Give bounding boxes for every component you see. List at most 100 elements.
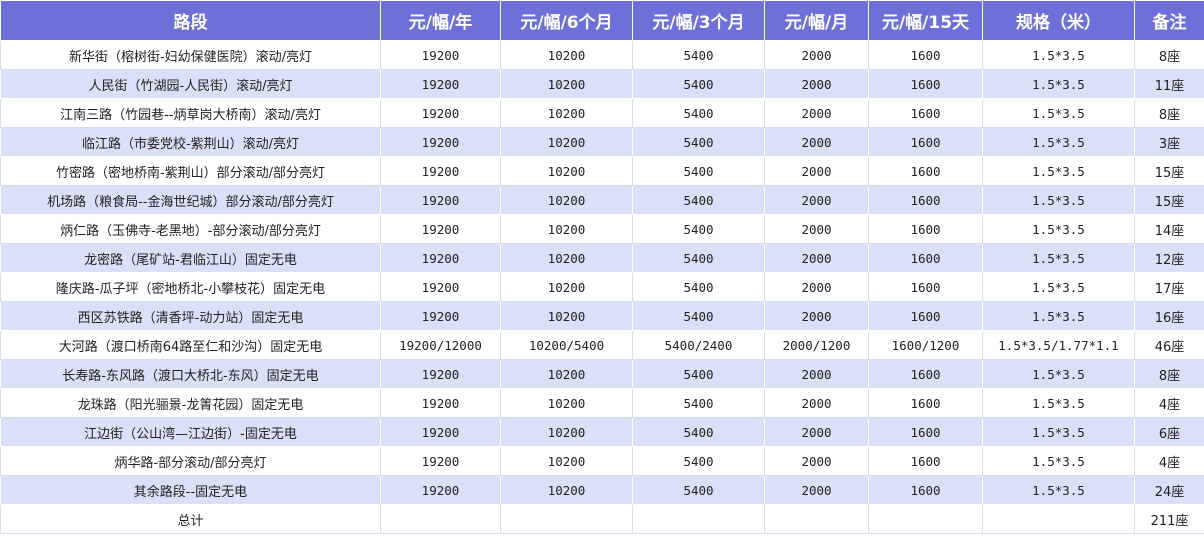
value-cell: 19200	[380, 214, 501, 244]
value-cell: 1600	[868, 272, 983, 302]
value-cell: 1.5*3.5	[982, 272, 1135, 302]
value-cell: 10200	[500, 127, 633, 157]
value-cell: 1600	[868, 301, 983, 331]
value-cell: 10200	[500, 69, 633, 99]
table-row: 机场路（粮食局--金海世纪城）部分滚动/部分亮灯 19200 10200 5400 20…	[0, 185, 1204, 215]
value-cell: 1600	[868, 156, 983, 186]
road-cell: 人民街（竹湖园-人民街）滚动/亮灯	[0, 69, 381, 99]
value-cell: 15座	[1134, 185, 1204, 215]
value-cell: 1600	[868, 214, 983, 244]
value-cell: 2000	[764, 69, 869, 99]
value-cell: 2000	[764, 475, 869, 505]
road-cell: 龙珠路（阳光骊景-龙箐花园）固定无电	[0, 388, 381, 418]
value-cell: 2000	[764, 301, 869, 331]
road-cell: 炳仁路（玉佛寺-老黑地）-部分滚动/部分亮灯	[0, 214, 381, 244]
value-cell: 19200	[380, 417, 501, 447]
header-cell: 元/幅/年	[380, 0, 501, 41]
value-cell: 19200	[380, 156, 501, 186]
value-cell: 5400	[632, 417, 765, 447]
value-cell: 1600	[868, 359, 983, 389]
value-cell: 10200	[500, 475, 633, 505]
value-cell: 1600	[868, 40, 983, 70]
table-row: 龙密路（尾矿站-君临江山）固定无电 19200 10200 5400 2000 1600 1…	[0, 243, 1204, 273]
road-cell: 其余路段--固定无电	[0, 475, 381, 505]
value-cell: 4座	[1134, 388, 1204, 418]
table-row: 隆庆路-瓜子坪（密地桥北-小攀枝花）固定无电 19200 10200 5400 2000…	[0, 272, 1204, 302]
value-cell: 2000	[764, 417, 869, 447]
value-cell: 19200	[380, 301, 501, 331]
value-cell: 2000	[764, 185, 869, 215]
value-cell: 1.5*3.5	[982, 388, 1135, 418]
value-cell: 1600	[868, 446, 983, 476]
value-cell: 19200	[380, 69, 501, 99]
value-cell: 12座	[1134, 243, 1204, 273]
table-row: 江边街（公山湾—江边街）-固定无电 19200 10200 5400 2000 1600 1…	[0, 417, 1204, 447]
road-cell: 隆庆路-瓜子坪（密地桥北-小攀枝花）固定无电	[0, 272, 381, 302]
value-cell: 5400	[632, 127, 765, 157]
value-cell: 6座	[1134, 417, 1204, 447]
empty-cell	[380, 504, 501, 534]
value-cell: 2000	[764, 127, 869, 157]
value-cell: 19200	[380, 127, 501, 157]
road-cell: 西区苏铁路（清香坪-动力站）固定无电	[0, 301, 381, 331]
value-cell: 1600	[868, 243, 983, 273]
header-cell: 规格（米）	[982, 0, 1135, 41]
value-cell: 19200	[380, 359, 501, 389]
value-cell: 2000	[764, 40, 869, 70]
value-cell: 5400	[632, 156, 765, 186]
value-cell: 10200	[500, 301, 633, 331]
empty-cell	[632, 504, 765, 534]
value-cell: 5400	[632, 272, 765, 302]
table-row: 炳仁路（玉佛寺-老黑地）-部分滚动/部分亮灯 19200 10200 5400 2000…	[0, 214, 1204, 244]
value-cell: 1.5*3.5	[982, 98, 1135, 128]
header-cell: 元/幅/月	[764, 0, 869, 41]
value-cell: 1.5*3.5	[982, 417, 1135, 447]
empty-cell	[500, 504, 633, 534]
value-cell: 2000	[764, 156, 869, 186]
value-cell: 5400	[632, 69, 765, 99]
table-row: 江南三路（竹园巷--炳草岗大桥南）滚动/亮灯 19200 10200 5400 2000…	[0, 98, 1204, 128]
value-cell: 16座	[1134, 301, 1204, 331]
table-row: 其余路段--固定无电 19200 10200 5400 2000 1600 1.5*3.5 2…	[0, 475, 1204, 505]
value-cell: 1600	[868, 185, 983, 215]
value-cell: 1.5*3.5/1.77*1.1	[982, 330, 1135, 360]
table-row: 竹密路（密地桥南-紫荆山）部分滚动/部分亮灯 19200 10200 5400 2000…	[0, 156, 1204, 186]
value-cell: 14座	[1134, 214, 1204, 244]
value-cell: 5400	[632, 185, 765, 215]
value-cell: 1.5*3.5	[982, 69, 1135, 99]
value-cell: 24座	[1134, 475, 1204, 505]
value-cell: 15座	[1134, 156, 1204, 186]
value-cell: 2000	[764, 388, 869, 418]
road-cell: 长寿路-东风路（渡口大桥北-东风）固定无电	[0, 359, 381, 389]
road-cell: 炳华路-部分滚动/部分亮灯	[0, 446, 381, 476]
road-cell: 大河路（渡口桥南64路至仁和沙沟）固定无电	[0, 330, 381, 360]
total-label: 总计	[0, 504, 381, 534]
value-cell: 2000	[764, 359, 869, 389]
value-cell: 5400	[632, 214, 765, 244]
road-cell: 龙密路（尾矿站-君临江山）固定无电	[0, 243, 381, 273]
value-cell: 1.5*3.5	[982, 214, 1135, 244]
value-cell: 5400	[632, 359, 765, 389]
value-cell: 19200	[380, 272, 501, 302]
value-cell: 2000	[764, 98, 869, 128]
value-cell: 17座	[1134, 272, 1204, 302]
value-cell: 2000	[764, 446, 869, 476]
road-cell: 江南三路（竹园巷--炳草岗大桥南）滚动/亮灯	[0, 98, 381, 128]
value-cell: 19200	[380, 98, 501, 128]
value-cell: 1.5*3.5	[982, 156, 1135, 186]
value-cell: 10200/5400	[500, 330, 633, 360]
value-cell: 46座	[1134, 330, 1204, 360]
value-cell: 5400	[632, 301, 765, 331]
value-cell: 1.5*3.5	[982, 243, 1135, 273]
value-cell: 10200	[500, 359, 633, 389]
value-cell: 2000	[764, 214, 869, 244]
value-cell: 1600/1200	[868, 330, 983, 360]
table-row: 新华街（榕树街-妇幼保健医院）滚动/亮灯 19200 10200 5400 2000 16…	[0, 40, 1204, 70]
table-row: 炳华路-部分滚动/部分亮灯 19200 10200 5400 2000 1600 1.5*3…	[0, 446, 1204, 476]
value-cell: 5400	[632, 243, 765, 273]
table-row: 龙珠路（阳光骊景-龙箐花园）固定无电 19200 10200 5400 2000 1600…	[0, 388, 1204, 418]
value-cell: 19200	[380, 446, 501, 476]
header-cell: 元/幅/15天	[868, 0, 983, 41]
